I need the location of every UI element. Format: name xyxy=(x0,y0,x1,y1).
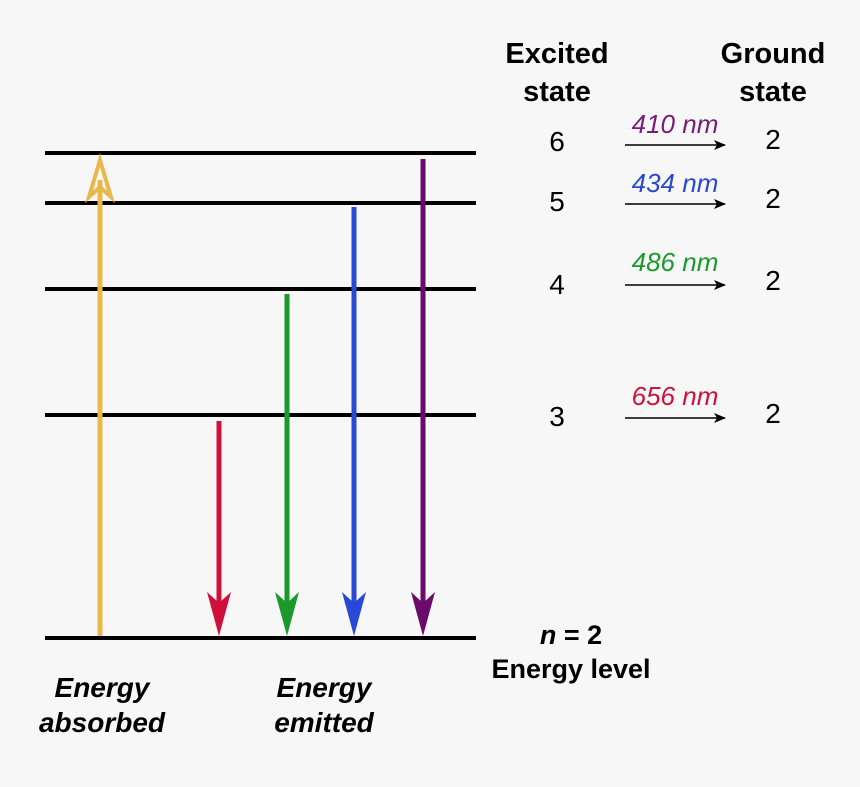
header-excited-line1: Excited xyxy=(505,38,608,70)
caption-emitted-line2: emitted xyxy=(274,707,374,738)
n-value: = 2 xyxy=(556,620,602,650)
ground-state-value: 2 xyxy=(765,183,781,214)
transition-row-3: 3 656 nm 2 xyxy=(549,381,781,432)
excited-state-value: 6 xyxy=(549,126,565,157)
emit-arrow-n4 xyxy=(275,294,299,636)
caption-absorbed-line1: Energy xyxy=(55,672,151,703)
ground-state-value: 2 xyxy=(765,265,781,296)
excited-state-value: 3 xyxy=(549,401,565,432)
excited-state-value: 4 xyxy=(549,269,565,300)
ground-state-value: 2 xyxy=(765,398,781,429)
ground-state-value: 2 xyxy=(765,124,781,155)
absorbed-arrow xyxy=(85,152,115,636)
wavelength-label: 656 nm xyxy=(632,381,719,411)
wavelength-label: 434 nm xyxy=(632,168,719,198)
header-ground-line2: state xyxy=(739,76,807,108)
transition-row-6: 6 410 nm 2 xyxy=(549,109,781,157)
header-excited-line2: state xyxy=(523,76,591,108)
transition-row-4: 4 486 nm 2 xyxy=(549,247,781,300)
emit-arrow-n3 xyxy=(207,421,231,636)
wavelength-label: 410 nm xyxy=(632,109,719,139)
header-ground-line1: Ground xyxy=(721,38,826,70)
transition-row-5: 5 434 nm 2 xyxy=(549,168,781,217)
n-symbol: n xyxy=(540,620,557,650)
wavelength-label: 486 nm xyxy=(632,247,719,277)
excited-state-value: 5 xyxy=(549,186,565,217)
n-equals-2-label: n = 2 xyxy=(540,620,602,650)
emit-arrow-n6 xyxy=(411,159,435,636)
caption-absorbed-line2: absorbed xyxy=(39,707,166,738)
caption-emitted-line1: Energy xyxy=(277,672,373,703)
energy-level-label: Energy level xyxy=(491,654,650,684)
emit-arrow-n5 xyxy=(342,207,366,636)
